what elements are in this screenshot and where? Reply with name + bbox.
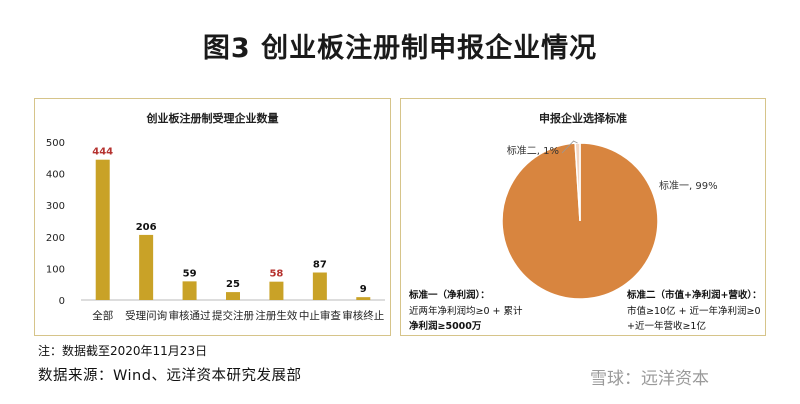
bar-chart: 0 100 200 300 400 500 444 全部 206 受理问询 59 审核通过 25 提交注册… [46, 138, 385, 322]
page-title: 图3 创业板注册制申报企业情况 [202, 33, 598, 64]
pie-leader-line [561, 140, 578, 154]
standard-one-line-2: 净利润≥5000万 [409, 321, 482, 332]
pie-chart: 标准一, 99% 标准二, 1% [501, 140, 718, 300]
bar [139, 234, 154, 300]
x-tick-label: 中止审查 [299, 309, 341, 322]
bar-chart-panel: 创业板注册制受理企业数量 0 100 200 300 400 500 444 全部 206 受理问… [34, 98, 391, 336]
bar [226, 292, 240, 300]
bar [182, 281, 197, 300]
x-tick-label: 提交注册 [212, 309, 254, 322]
bar [95, 159, 110, 300]
y-tick-label: 500 [46, 138, 65, 149]
bar [356, 297, 371, 300]
standard-two-line-2: +近一年营收≥1亿 [627, 321, 706, 332]
y-tick-label: 0 [59, 296, 65, 307]
y-tick-label: 400 [46, 170, 65, 181]
data-label: 9 [360, 284, 367, 295]
pie-chart-panel: 申报企业选择标准 标准一, 99% 标准二, 1% 标准一（净利润）： 近两年净利… [400, 98, 766, 336]
data-label: 25 [226, 279, 240, 290]
data-label: 58 [269, 269, 283, 280]
y-tick-label: 300 [46, 201, 65, 212]
standard-two-line-1: 市值≥10亿 + 近一年净利润≥0 [627, 306, 761, 317]
y-tick-label: 100 [46, 264, 65, 275]
pie-label: 标准一, 99% [659, 180, 718, 192]
bar-chart-title: 创业板注册制受理企业数量 [146, 112, 279, 125]
data-label: 444 [92, 147, 113, 158]
x-tick-label: 审核终止 [342, 309, 384, 322]
x-tick-label: 审核通过 [169, 309, 211, 322]
data-source: 数据来源：Wind、远洋资本研究发展部 [38, 368, 302, 384]
data-label: 206 [136, 222, 157, 233]
standard-two-title: 标准二（市值+净利润+营收）： [627, 290, 762, 301]
x-tick-label: 注册生效 [255, 309, 297, 322]
pie-chart-title: 申报企业选择标准 [539, 112, 627, 125]
data-label: 59 [183, 268, 197, 279]
standard-one-line-1: 近两年净利润均≥0 + 累计 [409, 306, 523, 317]
bar [269, 281, 284, 300]
watermark: 雪球：远洋资本 [590, 369, 709, 389]
data-label: 87 [313, 260, 327, 271]
pie-label: 标准二, 1% [507, 145, 559, 157]
standard-one-title: 标准一（净利润）： [409, 290, 490, 301]
y-tick-label: 200 [46, 233, 65, 244]
x-tick-label: 全部 [92, 309, 113, 322]
x-tick-label: 受理问询 [125, 309, 167, 322]
footnote: 注：数据截至2020年11月23日 [38, 344, 208, 358]
bar [312, 272, 327, 300]
